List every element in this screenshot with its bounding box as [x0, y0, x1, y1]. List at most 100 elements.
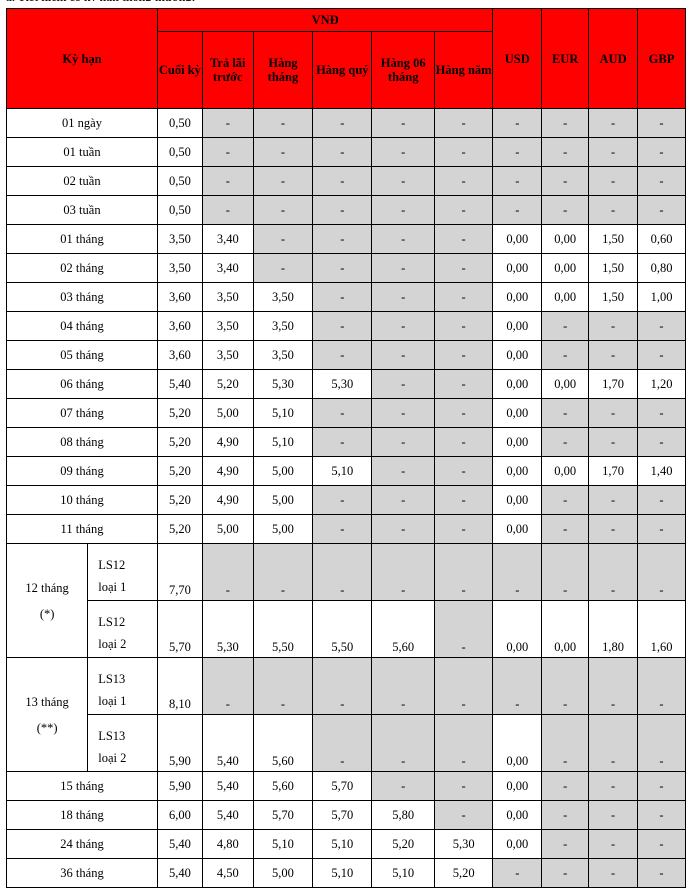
cell-empty: -: [637, 195, 686, 225]
header-aud: AUD: [588, 8, 639, 109]
table-body: 01 ngày 0,50- - - - - - - - -01 tuần 0,50- - - - - - - - -…: [5, 108, 686, 888]
cell-empty: -: [312, 224, 373, 254]
cell-value: 0,00: [541, 224, 590, 254]
cell-value: 1,00: [637, 282, 686, 312]
cell-empty: -: [588, 800, 639, 830]
term-months: 12 tháng: [25, 580, 69, 595]
table-row: 12 tháng (*) LS12 loại 1 7,70- - - - - - - - -: [5, 543, 686, 658]
cell-empty: -: [541, 311, 590, 341]
table-row: LS13 loại 2 5,90 5,40 5,60- - -0,00- - -: [7, 714, 686, 772]
cell-term-13-thang: 13 tháng (**): [5, 657, 89, 772]
cell-value: 5,00: [201, 398, 254, 428]
header-cuoi-ky: Cuối kỳ: [157, 31, 203, 109]
cell-value: 5,00: [252, 485, 314, 515]
cell-empty: -: [492, 166, 543, 196]
cell-value: 3,60: [157, 311, 203, 341]
cell-empty: -: [541, 340, 590, 370]
cell-empty: -: [252, 166, 314, 196]
cell-value: 0,50: [157, 137, 203, 167]
cell-empty: -: [371, 311, 435, 341]
cell-empty: -: [637, 714, 686, 772]
cell-empty: -: [541, 657, 590, 715]
cell-empty: -: [371, 166, 435, 196]
cell-value: 0,00: [492, 369, 543, 399]
cell-value: 6,00: [157, 800, 203, 830]
header-eur: EUR: [541, 8, 590, 109]
cell-empty: -: [433, 800, 494, 830]
cell-value: 5,20: [201, 369, 254, 399]
cell-empty: -: [433, 369, 494, 399]
cell-value: 4,90: [201, 456, 254, 486]
cell-empty: -: [312, 108, 373, 138]
cell-value: 5,30: [252, 369, 314, 399]
cell-empty: -: [588, 543, 639, 601]
cell-term: 11 tháng: [6, 514, 158, 544]
table-header: Kỳ hạn VNĐ USD EUR AUD GBP Cuối kỳ Trả l…: [6, 8, 686, 109]
cell-value: 0,50: [157, 195, 203, 225]
cell-value: 1,50: [588, 224, 639, 254]
cell-value: 4,50: [201, 858, 254, 888]
cell-value: 5,00: [252, 514, 314, 544]
cell-term: 04 tháng: [6, 311, 158, 341]
cell-value: 5,80: [371, 800, 435, 830]
cell-empty: -: [588, 714, 639, 772]
cell-value: 1,70: [588, 369, 639, 399]
cell-empty: -: [588, 137, 639, 167]
cell-empty: -: [541, 829, 590, 859]
cell-value: 3,50: [201, 282, 254, 312]
cell-value: 5,10: [252, 829, 314, 859]
header-row-sub: Cuối kỳ Trả lãi trước Hàng tháng Hàng qu…: [7, 31, 686, 109]
cell-empty: -: [541, 714, 590, 772]
table-row: 01 tháng 3,50 3,40- - - -0,00 0,00 1,50 0,60: [6, 224, 686, 254]
cell-value: 3,40: [201, 253, 254, 283]
cell-empty: -: [588, 195, 639, 225]
table-row: 07 tháng 5,20 5,00 5,10- - -0,00- - -: [6, 398, 686, 428]
cell-empty: -: [637, 485, 686, 515]
cell-value: 3,50: [201, 340, 254, 370]
table-row: 01 tuần 0,50- - - - - - - - -: [6, 137, 686, 167]
cell-empty: -: [637, 108, 686, 138]
cell-empty: -: [433, 543, 494, 601]
cell-empty: -: [588, 829, 639, 859]
table-row: 08 tháng 5,20 4,90 5,10- - -0,00- - -: [6, 427, 686, 457]
table-row: 36 tháng 5,40 4,50 5,00 5,10 5,10 5,20- - - -: [6, 858, 686, 888]
cell-value: 5,00: [201, 514, 254, 544]
cell-empty: -: [252, 224, 314, 254]
cell-term: 09 tháng: [6, 456, 158, 486]
cell-empty: -: [588, 166, 639, 196]
cell-value: 0,00: [492, 456, 543, 486]
cell-value: 5,20: [157, 398, 203, 428]
cell-value: 0,00: [492, 800, 543, 830]
cell-empty: -: [541, 514, 590, 544]
cell-empty: -: [492, 657, 543, 715]
cell-empty: -: [201, 166, 254, 196]
cell-empty: -: [312, 166, 373, 196]
cell-empty: -: [371, 398, 435, 428]
cell-value: 5,10: [312, 829, 373, 859]
cell-empty: -: [637, 858, 686, 888]
cell-value: 7,70: [157, 543, 203, 601]
cell-empty: -: [433, 657, 494, 715]
cell-value: 1,50: [588, 282, 639, 312]
cell-empty: -: [588, 108, 639, 138]
cell-value: 5,60: [371, 600, 435, 658]
cell-value: 5,10: [312, 456, 373, 486]
cell-empty: -: [433, 514, 494, 544]
cell-value: 0,00: [492, 514, 543, 544]
table-row: 01 ngày 0,50- - - - - - - - -: [6, 108, 686, 138]
cell-empty: -: [252, 108, 314, 138]
cell-empty: -: [637, 166, 686, 196]
cell-value: 5,30: [312, 369, 373, 399]
cell-empty: -: [588, 771, 639, 801]
cell-empty: -: [201, 195, 254, 225]
cell-value: 5,20: [157, 427, 203, 457]
cell-empty: -: [312, 137, 373, 167]
cell-value: 0,00: [492, 600, 543, 658]
table-row: 15 tháng 5,90 5,40 5,60 5,70- -0,00- - -: [6, 771, 686, 801]
cell-term: 18 tháng: [6, 800, 158, 830]
table-row: 09 tháng 5,20 4,90 5,00 5,10- -0,00 0,00 1,70 1,…: [6, 456, 686, 486]
cell-empty: -: [371, 771, 435, 801]
cell-value: 5,10: [252, 427, 314, 457]
cell-value: 4,80: [201, 829, 254, 859]
